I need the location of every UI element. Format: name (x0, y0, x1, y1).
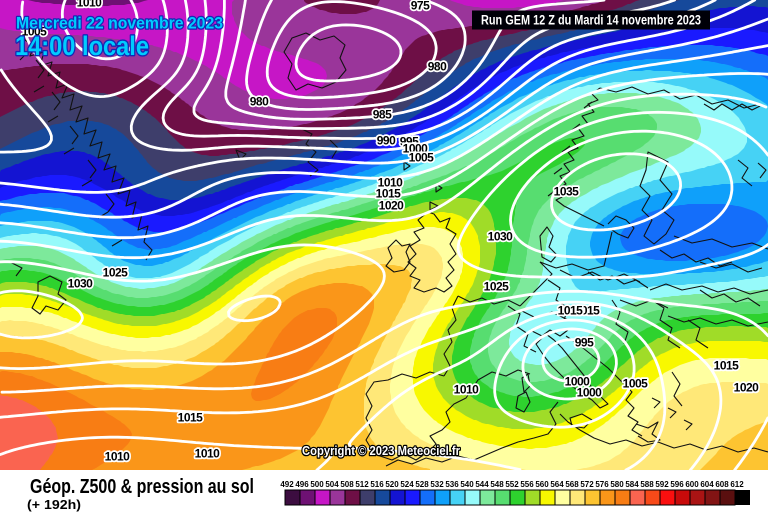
svg-text:532: 532 (430, 480, 444, 489)
svg-text:552: 552 (505, 480, 519, 489)
svg-text:1015: 1015 (178, 411, 204, 425)
svg-text:975: 975 (411, 0, 430, 13)
svg-text:508: 508 (340, 480, 354, 489)
svg-text:612: 612 (730, 480, 744, 489)
svg-text:980: 980 (250, 95, 269, 109)
svg-text:592: 592 (655, 480, 669, 489)
svg-text:Géop. Z500 & pression au sol: Géop. Z500 & pression au sol (30, 476, 254, 498)
svg-text:588: 588 (640, 480, 654, 489)
svg-text:14:00 locale: 14:00 locale (15, 31, 149, 61)
svg-text:1000: 1000 (577, 386, 603, 400)
svg-text:568: 568 (565, 480, 579, 489)
svg-text:985: 985 (373, 108, 392, 122)
svg-text:604: 604 (700, 480, 714, 489)
svg-text:516: 516 (370, 480, 384, 489)
svg-text:1010: 1010 (77, 0, 103, 10)
svg-text:1005: 1005 (623, 377, 649, 391)
svg-text:990: 990 (377, 134, 396, 148)
svg-text:1000: 1000 (403, 142, 429, 156)
svg-text:995: 995 (400, 135, 419, 149)
svg-text:1000: 1000 (565, 375, 591, 389)
svg-text:995: 995 (575, 336, 594, 350)
svg-text:608: 608 (715, 480, 729, 489)
svg-text:496: 496 (295, 480, 309, 489)
svg-text:500: 500 (310, 480, 324, 489)
svg-text:600: 600 (685, 480, 699, 489)
svg-text:1030: 1030 (488, 230, 514, 244)
svg-text:1015: 1015 (575, 304, 601, 318)
svg-text:1035: 1035 (554, 185, 580, 199)
svg-text:1015: 1015 (714, 359, 740, 373)
svg-text:544: 544 (475, 480, 489, 489)
svg-text:1025: 1025 (103, 266, 129, 280)
svg-text:1010: 1010 (454, 383, 480, 397)
svg-text:548: 548 (490, 480, 504, 489)
svg-text:(+ 192h): (+ 192h) (27, 497, 81, 512)
svg-text:512: 512 (355, 480, 369, 489)
svg-text:584: 584 (625, 480, 639, 489)
svg-text:Copyright © 2023 Meteociel.fr: Copyright © 2023 Meteociel.fr (302, 444, 460, 458)
svg-text:596: 596 (670, 480, 684, 489)
svg-text:528: 528 (415, 480, 429, 489)
svg-text:536: 536 (445, 480, 459, 489)
svg-text:576: 576 (595, 480, 609, 489)
svg-text:560: 560 (535, 480, 549, 489)
svg-text:1010: 1010 (105, 450, 131, 464)
svg-text:1010: 1010 (195, 447, 221, 461)
svg-text:524: 524 (400, 480, 414, 489)
svg-text:980: 980 (428, 60, 447, 74)
svg-text:1005: 1005 (22, 25, 48, 39)
svg-text:564: 564 (550, 480, 564, 489)
svg-text:556: 556 (520, 480, 534, 489)
svg-text:572: 572 (580, 480, 594, 489)
svg-text:520: 520 (385, 480, 399, 489)
svg-text:Run GEM 12 Z du Mardi 14 novem: Run GEM 12 Z du Mardi 14 novembre 2023 (481, 13, 701, 28)
svg-text:540: 540 (460, 480, 474, 489)
svg-text:504: 504 (325, 480, 339, 489)
svg-text:1020: 1020 (734, 381, 760, 395)
svg-text:1015: 1015 (558, 304, 584, 318)
svg-text:1030: 1030 (68, 277, 94, 291)
svg-text:492: 492 (280, 480, 294, 489)
svg-text:Mercredi 22 novembre 2023: Mercredi 22 novembre 2023 (16, 14, 223, 33)
svg-text:1015: 1015 (376, 187, 402, 201)
svg-text:1010: 1010 (378, 176, 404, 190)
svg-text:1005: 1005 (409, 151, 435, 165)
svg-text:580: 580 (610, 480, 624, 489)
svg-text:1020: 1020 (379, 199, 405, 213)
svg-text:1025: 1025 (484, 280, 510, 294)
